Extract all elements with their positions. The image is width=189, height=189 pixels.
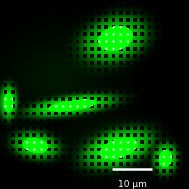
Text: 10 μm: 10 μm xyxy=(118,180,147,189)
